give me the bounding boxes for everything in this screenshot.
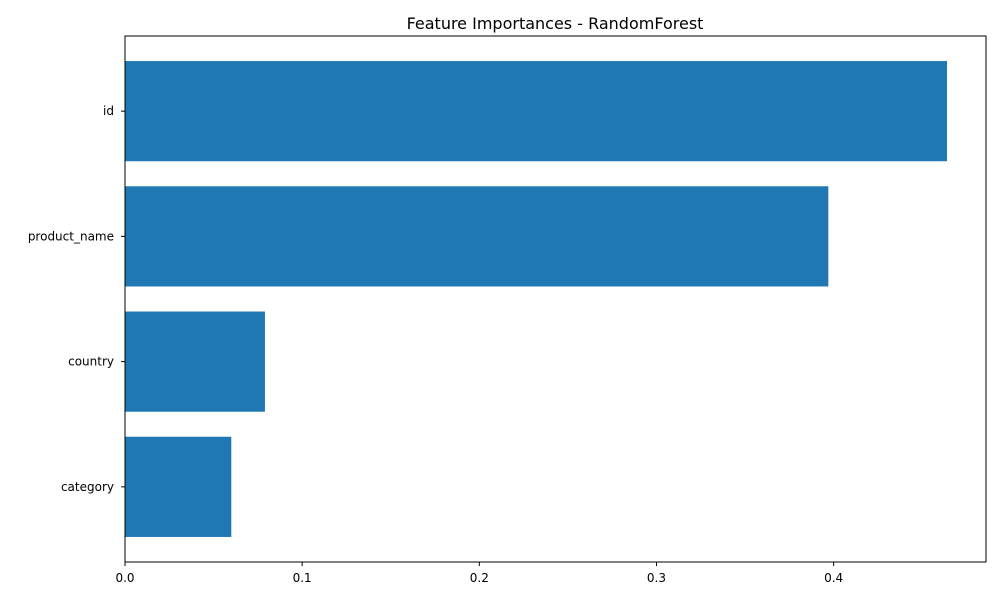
- bars-group: [125, 61, 948, 537]
- x-tick-label: 0.3: [647, 571, 666, 585]
- y-tick-label: id: [103, 104, 114, 118]
- y-tick-label: product_name: [28, 229, 114, 243]
- plot-frame: [124, 35, 987, 563]
- y-tick-label: country: [68, 355, 114, 369]
- x-tick-label: 0.4: [824, 571, 843, 585]
- x-tick-label: 0.1: [293, 571, 312, 585]
- x-tick-label: 0.0: [115, 571, 134, 585]
- bar-category: [125, 436, 232, 537]
- x-axis: 0.0 0.1 0.2 0.3 0.4: [115, 562, 843, 585]
- chart-title: Feature Importances - RandomForest: [407, 14, 704, 33]
- bar-country: [125, 311, 265, 412]
- bar-id: [125, 61, 948, 162]
- x-tick-label: 0.2: [470, 571, 489, 585]
- y-tick-label: category: [61, 480, 114, 494]
- bar-product-name: [125, 186, 829, 287]
